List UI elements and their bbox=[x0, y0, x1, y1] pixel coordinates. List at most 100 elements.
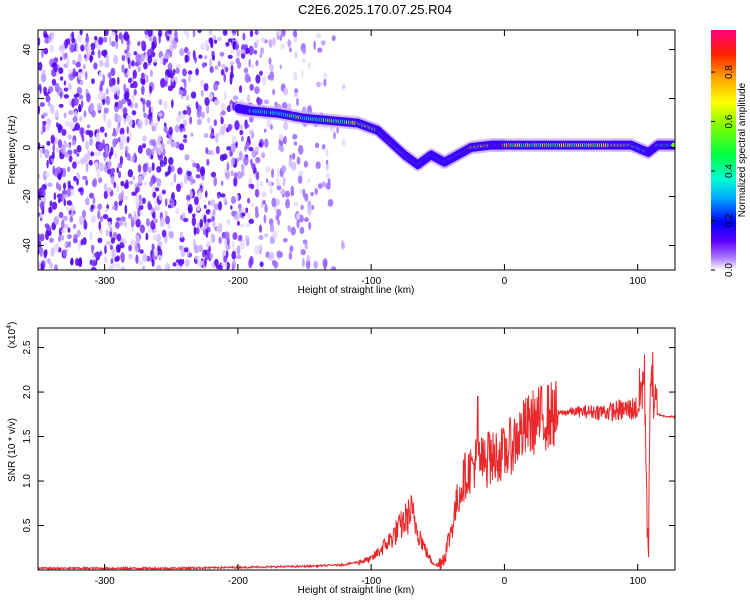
noise-speckle bbox=[67, 227, 71, 233]
noise-speckle bbox=[317, 183, 323, 189]
noise-speckle bbox=[98, 71, 103, 78]
x-tick-label: 0 bbox=[502, 576, 508, 587]
noise-speckle bbox=[259, 53, 263, 58]
noise-speckle bbox=[287, 225, 292, 233]
noise-speckle bbox=[60, 219, 65, 229]
noise-speckle bbox=[52, 143, 55, 153]
noise-speckle bbox=[115, 244, 121, 253]
noise-speckle bbox=[251, 150, 257, 158]
noise-speckle bbox=[125, 114, 132, 123]
noise-speckle bbox=[150, 51, 156, 58]
noise-speckle bbox=[58, 103, 64, 108]
noise-speckle bbox=[213, 176, 218, 187]
noise-speckle bbox=[317, 47, 323, 53]
noise-speckle bbox=[62, 193, 67, 200]
noise-speckle bbox=[78, 240, 81, 250]
noise-speckle bbox=[96, 171, 101, 180]
noise-speckle bbox=[83, 153, 89, 163]
noise-speckle bbox=[38, 261, 42, 270]
y-tick-label: 0.5 bbox=[22, 518, 33, 532]
noise-speckle bbox=[119, 155, 124, 165]
noise-speckle bbox=[214, 39, 218, 44]
noise-speckle bbox=[131, 93, 136, 102]
noise-speckle bbox=[149, 69, 154, 77]
noise-speckle bbox=[246, 222, 251, 228]
noise-speckle bbox=[75, 43, 79, 53]
noise-speckle bbox=[118, 200, 123, 206]
noise-speckle bbox=[283, 135, 287, 145]
noise-speckle bbox=[132, 176, 136, 181]
noise-speckle bbox=[231, 30, 237, 34]
noise-speckle bbox=[215, 145, 220, 155]
noise-speckle bbox=[322, 258, 328, 268]
noise-speckle bbox=[292, 134, 298, 140]
noise-speckle bbox=[67, 180, 71, 190]
noise-speckle bbox=[133, 88, 137, 96]
noise-speckle bbox=[44, 223, 50, 229]
noise-speckle bbox=[179, 48, 185, 56]
noise-speckle bbox=[108, 265, 114, 270]
noise-speckle bbox=[142, 163, 148, 173]
noise-speckle bbox=[165, 261, 169, 270]
noise-speckle bbox=[167, 164, 172, 175]
noise-speckle bbox=[121, 54, 126, 62]
noise-speckle bbox=[196, 164, 201, 173]
noise-speckle bbox=[272, 230, 278, 239]
noise-speckle bbox=[91, 179, 97, 187]
noise-speckle bbox=[47, 101, 51, 107]
x-tick-label: -300 bbox=[95, 576, 115, 587]
noise-speckle bbox=[231, 210, 236, 217]
noise-speckle bbox=[249, 83, 254, 91]
noise-speckle bbox=[78, 72, 83, 80]
noise-speckle bbox=[325, 159, 329, 165]
noise-speckle bbox=[217, 130, 221, 137]
noise-speckle bbox=[170, 192, 176, 201]
noise-speckle bbox=[161, 189, 166, 195]
noise-speckle bbox=[218, 61, 221, 67]
noise-speckle bbox=[297, 175, 303, 184]
noise-speckle bbox=[168, 156, 174, 166]
noise-speckle bbox=[81, 209, 86, 219]
noise-speckle bbox=[117, 76, 120, 85]
noise-speckle bbox=[280, 43, 285, 50]
noise-speckle bbox=[79, 30, 83, 36]
noise-speckle bbox=[157, 146, 162, 156]
noise-speckle bbox=[123, 220, 128, 228]
noise-speckle bbox=[151, 243, 155, 251]
noise-speckle bbox=[190, 175, 194, 186]
noise-speckle bbox=[244, 73, 250, 83]
noise-speckle bbox=[183, 78, 187, 89]
noise-speckle bbox=[175, 67, 180, 74]
noise-speckle bbox=[177, 265, 182, 270]
noise-speckle bbox=[124, 150, 128, 158]
noise-speckle bbox=[253, 49, 258, 55]
noise-speckle bbox=[187, 170, 192, 177]
noise-speckle bbox=[74, 122, 81, 131]
noise-speckle bbox=[236, 171, 242, 180]
noise-speckle bbox=[103, 182, 108, 193]
noise-speckle bbox=[85, 35, 90, 44]
noise-speckle bbox=[195, 101, 199, 110]
colorbar-tick-label: 0.2 bbox=[724, 213, 735, 227]
noise-speckle bbox=[97, 50, 101, 59]
noise-speckle bbox=[241, 169, 245, 177]
noise-speckle bbox=[147, 55, 153, 64]
noise-speckle bbox=[220, 193, 226, 198]
noise-speckle bbox=[288, 157, 292, 168]
noise-speckle bbox=[78, 106, 82, 112]
noise-speckle bbox=[110, 226, 113, 233]
noise-speckle bbox=[76, 86, 83, 95]
noise-speckle bbox=[39, 250, 43, 258]
noise-speckle bbox=[168, 126, 173, 136]
noise-speckle bbox=[277, 219, 280, 226]
noise-speckle bbox=[189, 116, 193, 125]
noise-speckle bbox=[103, 190, 108, 200]
noise-speckle bbox=[53, 192, 57, 201]
noise-speckle bbox=[140, 97, 144, 103]
noise-speckle bbox=[264, 203, 268, 213]
noise-speckle bbox=[63, 94, 69, 99]
noise-speckle bbox=[58, 211, 64, 219]
noise-speckle bbox=[243, 67, 249, 74]
noise-speckle bbox=[171, 99, 174, 109]
noise-speckle bbox=[294, 51, 298, 59]
